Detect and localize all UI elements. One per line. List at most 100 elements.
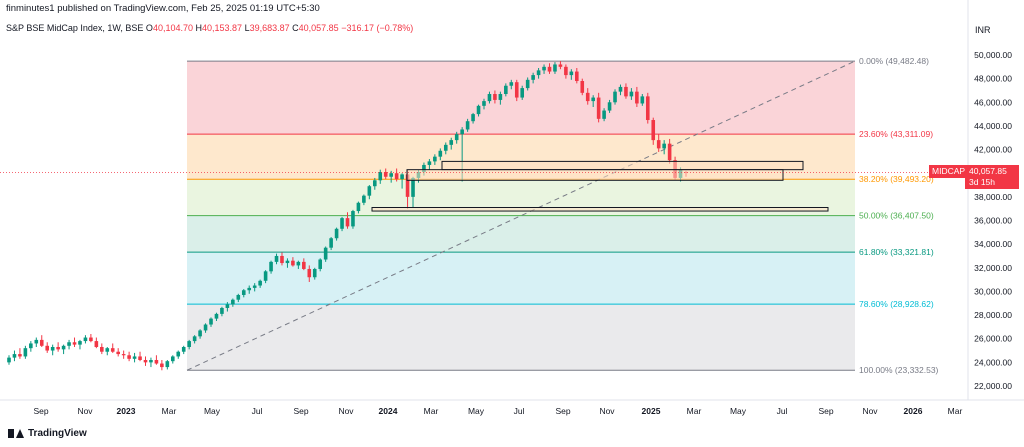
candle-body[interactable] <box>100 346 104 352</box>
candle-body[interactable] <box>29 343 33 349</box>
candle-body[interactable] <box>356 202 361 212</box>
support-zone[interactable] <box>406 169 784 181</box>
candle-body[interactable] <box>596 97 601 119</box>
candle-body[interactable] <box>220 307 224 314</box>
trend-line[interactable] <box>186 60 856 371</box>
candle-body[interactable] <box>187 341 191 347</box>
candle-body[interactable] <box>72 342 77 345</box>
candle-body[interactable] <box>252 285 257 288</box>
candle-body[interactable] <box>231 299 235 305</box>
candle-body[interactable] <box>580 81 585 93</box>
candle-body[interactable] <box>269 261 273 272</box>
candle-body[interactable] <box>143 359 148 363</box>
candle-body[interactable] <box>138 356 142 360</box>
candle-body[interactable] <box>50 346 55 351</box>
candle-body[interactable] <box>121 354 126 356</box>
candle-body[interactable] <box>160 363 164 368</box>
candle-body[interactable] <box>34 339 39 344</box>
candle-body[interactable] <box>509 82 514 86</box>
candle-body[interactable] <box>61 345 66 350</box>
candle-body[interactable] <box>192 336 197 342</box>
candle-body[interactable] <box>351 211 355 227</box>
candle-body[interactable] <box>318 259 323 269</box>
candle-body[interactable] <box>629 91 634 97</box>
candle-body[interactable] <box>482 101 486 106</box>
candle-body[interactable] <box>241 290 246 295</box>
candle-body[interactable] <box>340 218 344 229</box>
candle-body[interactable] <box>302 261 306 269</box>
candle-body[interactable] <box>547 66 552 72</box>
candle-body[interactable] <box>383 172 388 177</box>
candle-body[interactable] <box>389 173 393 177</box>
candle-body[interactable] <box>449 140 454 145</box>
candle-body[interactable] <box>280 255 284 264</box>
candle-body[interactable] <box>78 341 82 345</box>
candle-body[interactable] <box>362 195 366 203</box>
candle-body[interactable] <box>67 342 71 346</box>
candle-body[interactable] <box>493 94 497 100</box>
support-zone[interactable] <box>441 160 804 171</box>
candle-body[interactable] <box>39 339 44 346</box>
candle-body[interactable] <box>263 271 268 281</box>
candle-body[interactable] <box>471 114 475 122</box>
candle-body[interactable] <box>12 354 17 358</box>
candle-body[interactable] <box>258 280 262 286</box>
candle-body[interactable] <box>110 348 115 352</box>
candle-body[interactable] <box>498 94 503 100</box>
candle-body[interactable] <box>394 173 399 180</box>
candle-body[interactable] <box>400 174 404 180</box>
candle-body[interactable] <box>476 105 481 115</box>
candle-body[interactable] <box>536 70 541 76</box>
candle-body[interactable] <box>372 180 377 187</box>
candle-body[interactable] <box>460 129 464 135</box>
candle-body[interactable] <box>209 318 213 325</box>
candle-body[interactable] <box>181 346 186 352</box>
candle-body[interactable] <box>225 304 230 308</box>
candle-body[interactable] <box>411 177 415 197</box>
candle-body[interactable] <box>607 102 612 111</box>
candle-body[interactable] <box>405 174 410 197</box>
candle-body[interactable] <box>378 172 383 181</box>
candle-body[interactable] <box>514 82 519 98</box>
candle-body[interactable] <box>23 348 28 357</box>
candle-body[interactable] <box>198 330 202 337</box>
candle-body[interactable] <box>531 75 535 80</box>
candle-body[interactable] <box>285 260 290 264</box>
candle-body[interactable] <box>465 121 470 130</box>
candle-body[interactable] <box>624 86 628 97</box>
candle-body[interactable] <box>329 238 333 248</box>
candle-body[interactable] <box>651 120 656 141</box>
candle-body[interactable] <box>291 260 295 266</box>
candle-body[interactable] <box>127 355 131 359</box>
candle-body[interactable] <box>203 324 208 331</box>
candle-body[interactable] <box>7 357 11 363</box>
candle-body[interactable] <box>438 150 443 157</box>
candle-body[interactable] <box>433 156 437 162</box>
candle-body[interactable] <box>564 66 568 76</box>
candle-body[interactable] <box>487 94 492 102</box>
candle-body[interactable] <box>334 228 339 239</box>
candle-body[interactable] <box>662 143 666 149</box>
candle-body[interactable] <box>94 341 99 347</box>
candle-body[interactable] <box>618 86 623 92</box>
candle-body[interactable] <box>553 64 557 72</box>
candle-body[interactable] <box>154 359 159 364</box>
candle-body[interactable] <box>367 186 372 196</box>
candle-body[interactable] <box>214 313 219 319</box>
candle-body[interactable] <box>45 345 50 351</box>
candle-body[interactable] <box>613 91 617 103</box>
candle-body[interactable] <box>296 261 301 266</box>
candle-body[interactable] <box>105 348 110 352</box>
candle-body[interactable] <box>165 361 170 368</box>
candle-body[interactable] <box>132 356 137 359</box>
candle-body[interactable] <box>640 96 645 104</box>
candle-body[interactable] <box>575 71 579 82</box>
candle-body[interactable] <box>345 218 350 227</box>
candle-body[interactable] <box>635 91 639 104</box>
candle-body[interactable] <box>454 134 459 141</box>
candle-body[interactable] <box>667 143 672 161</box>
candle-body[interactable] <box>323 247 328 260</box>
candle-body[interactable] <box>558 64 563 67</box>
candle-body[interactable] <box>525 79 530 89</box>
